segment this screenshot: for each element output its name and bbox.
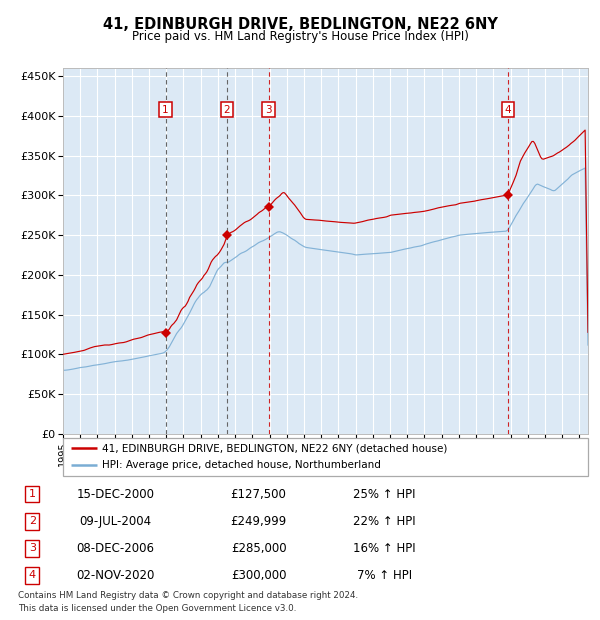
Text: 2: 2	[224, 105, 230, 115]
Text: £285,000: £285,000	[231, 542, 286, 555]
Text: HPI: Average price, detached house, Northumberland: HPI: Average price, detached house, Nort…	[103, 461, 381, 471]
FancyBboxPatch shape	[63, 438, 588, 476]
Text: 4: 4	[505, 105, 511, 115]
Text: £300,000: £300,000	[231, 569, 286, 582]
Text: 3: 3	[29, 543, 36, 553]
Text: 1: 1	[162, 105, 169, 115]
Text: 2: 2	[29, 516, 36, 526]
Text: Contains HM Land Registry data © Crown copyright and database right 2024.: Contains HM Land Registry data © Crown c…	[18, 590, 358, 600]
Text: 41, EDINBURGH DRIVE, BEDLINGTON, NE22 6NY: 41, EDINBURGH DRIVE, BEDLINGTON, NE22 6N…	[103, 17, 497, 32]
Text: 1: 1	[29, 489, 36, 499]
Text: £249,999: £249,999	[230, 515, 287, 528]
Text: 3: 3	[265, 105, 272, 115]
Text: 41, EDINBURGH DRIVE, BEDLINGTON, NE22 6NY (detached house): 41, EDINBURGH DRIVE, BEDLINGTON, NE22 6N…	[103, 443, 448, 453]
Text: Price paid vs. HM Land Registry's House Price Index (HPI): Price paid vs. HM Land Registry's House …	[131, 30, 469, 43]
Text: 08-DEC-2006: 08-DEC-2006	[76, 542, 154, 555]
Text: This data is licensed under the Open Government Licence v3.0.: This data is licensed under the Open Gov…	[18, 603, 296, 613]
Text: 16% ↑ HPI: 16% ↑ HPI	[353, 542, 416, 555]
Text: 25% ↑ HPI: 25% ↑ HPI	[353, 487, 416, 500]
Text: 09-JUL-2004: 09-JUL-2004	[79, 515, 151, 528]
Text: 22% ↑ HPI: 22% ↑ HPI	[353, 515, 416, 528]
Text: 15-DEC-2000: 15-DEC-2000	[76, 487, 154, 500]
Text: £127,500: £127,500	[231, 487, 287, 500]
Text: 7% ↑ HPI: 7% ↑ HPI	[357, 569, 412, 582]
Text: 4: 4	[29, 570, 36, 580]
Text: 02-NOV-2020: 02-NOV-2020	[76, 569, 155, 582]
